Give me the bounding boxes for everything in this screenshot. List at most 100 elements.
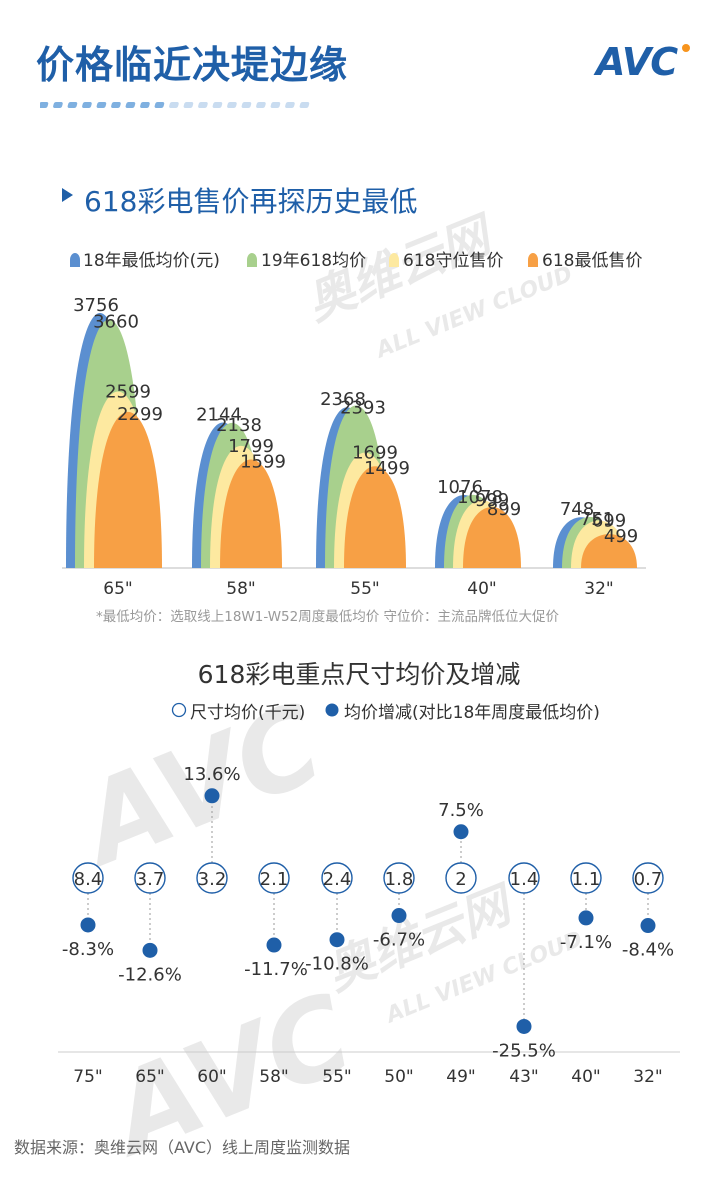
title-dash [285,102,295,108]
change-dot [640,918,656,934]
avg-price-label: 1.4 [510,869,539,890]
change-dot [391,908,407,924]
legend-guard-price-marker [389,253,399,267]
legend-19-618-label: 19年618均价 [261,251,367,271]
bar-3-3 [463,506,521,568]
chart2-dot-chart: 8.4 -8.3% 75" 3.7 -12.6% 65" 3.2 13.6% 60" 2.1 -11… [58,764,680,1087]
avg-price-label: 0.7 [634,869,663,890]
chart2-tick-label: 50" [384,1067,413,1087]
avg-price-circle [321,862,353,894]
title-dash [198,102,208,108]
chart1-tick-label: 32" [584,579,613,599]
bar-label-1-3: 1599 [240,451,286,472]
bar-2-3 [344,466,406,568]
logo-dot-icon [682,44,690,52]
chart1-tick-label: 58" [226,579,255,599]
change-label: -8.3% [62,939,114,960]
bar-label-3-1: 1078 [457,487,503,508]
avg-price-label: 3.7 [136,869,165,890]
avg-price-circle [632,862,664,894]
chart2-tick-label: 40" [571,1067,600,1087]
change-label: -10.8% [305,954,369,975]
change-label: -8.4% [622,940,674,961]
title-dash [53,102,63,108]
bar-label-4-0: 748 [560,499,594,520]
bar-label-2-2: 1699 [352,443,398,464]
legend-18-min-label: 18年最低均价(元) [83,251,220,271]
change-dot [80,917,96,933]
title-underline-dashes [40,102,310,108]
avg-price-label: 1.1 [572,869,601,890]
avg-price-label: 2.1 [260,869,289,890]
change-dot [516,1018,532,1034]
page-title: 价格临近决堤边缘 [36,43,349,87]
avg-price-circle [258,862,290,894]
bar-0-3 [94,411,162,568]
avg-price-circle [196,862,228,894]
title-dash [111,102,121,108]
avg-price-circle [134,862,166,894]
legend-19-618-marker [247,253,257,267]
bar-1-3 [220,459,282,568]
bar-label-0-3: 2299 [117,404,163,425]
change-label: -7.1% [560,932,612,953]
change-label: -25.5% [492,1040,556,1061]
title-dash [67,102,78,108]
avc-logo: AVC [596,40,678,84]
bar-label-4-3: 499 [604,526,638,547]
title-dash [270,102,281,108]
avg-price-label: 8.4 [74,869,103,890]
title-dash [96,102,107,108]
bar-label-2-1: 2393 [340,398,386,419]
change-label: 7.5% [438,800,484,821]
chart2-tick-label: 43" [509,1067,538,1087]
triangle-bullet-icon [62,188,73,202]
legend-guard-price-label: 618守位售价 [403,251,504,271]
bar-label-2-3: 1499 [364,458,410,479]
change-label: -12.6% [118,964,182,985]
legend-lowest-price-marker [528,253,538,267]
avg-price-circle [445,862,477,894]
change-dot [329,932,345,948]
change-dot [578,910,594,926]
avg-price-circle [383,862,415,894]
chart2-tick-label: 75" [73,1067,102,1087]
title-dash [154,102,165,108]
change-dot [266,937,282,953]
chart1-tick-label: 65" [103,579,132,599]
bar-label-1-2: 1799 [228,436,274,457]
avg-price-label: 2.4 [323,869,352,890]
chart2-tick-label: 58" [259,1067,288,1087]
avg-price-label: 3.2 [198,869,227,890]
title-dash [299,102,310,108]
bar-label-1-1: 2138 [216,415,262,436]
title-dash [40,102,49,108]
avg-price-circle [72,862,104,894]
bar-label-3-3: 899 [487,499,521,520]
change-dot [142,942,158,958]
chart1-tick-label: 40" [467,579,496,599]
bar-label-4-1: 751 [580,509,614,530]
avg-price-label: 2 [455,869,466,890]
chart2-title: 618彩电重点尺寸均价及增减 [197,660,521,689]
change-dot [204,788,220,804]
change-label: -6.7% [373,930,425,951]
chart1-subtitle: 618彩电售价再探历史最低 [84,185,418,218]
change-label: 13.6% [183,764,240,785]
avg-price-circle [570,862,602,894]
bar-label-1-0: 2144 [196,404,242,425]
bar-label-3-2: 999 [475,490,509,511]
change-dot [453,824,469,840]
bar-label-0-2: 2599 [105,382,151,403]
title-dash [125,102,136,108]
legend-18-min-marker [70,253,80,267]
title-dash [169,102,179,108]
bar-label-3-0: 1076 [437,477,483,498]
bar-4-3 [581,534,637,568]
title-dash [140,102,150,108]
chart2-tick-label: 60" [197,1067,226,1087]
legend-avg-price-label: 尺寸均价(千元) [190,703,306,723]
title-dash [241,102,252,108]
title-dash [82,102,92,108]
chart1-footnote: *最低均价：选取线上18W1-W52周度最低均价 守位价：主流品牌低位大促价 [96,609,560,625]
